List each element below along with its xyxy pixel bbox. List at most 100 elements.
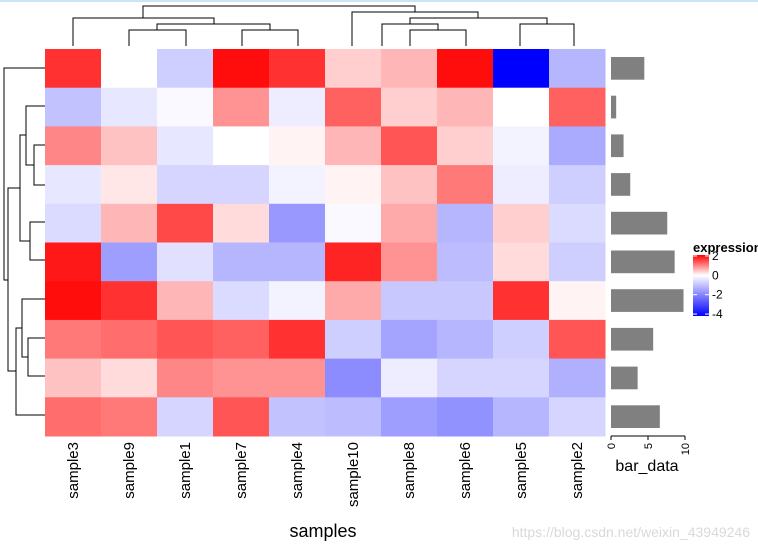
bar-axis-title: bar_data: [615, 458, 678, 475]
heatmap-cell: [325, 281, 382, 321]
column-label: sample7: [233, 442, 250, 499]
heatmap-cell: [381, 87, 438, 127]
heatmap-cell: [213, 242, 270, 282]
heatmap-cell: [325, 319, 382, 360]
legend-title: expression: [693, 240, 758, 255]
heatmap-cell: [45, 203, 102, 243]
heatmap-cell: [269, 87, 326, 127]
heatmap-cell: [549, 281, 606, 321]
column-label: sample10: [345, 442, 362, 507]
heatmap-cell: [101, 49, 158, 89]
heatmap-cell: [493, 358, 550, 398]
heatmap-cell: [101, 126, 158, 166]
heatmap-cell: [269, 49, 326, 89]
legend-tick-label: 0: [712, 268, 719, 282]
heatmap-cell: [325, 87, 382, 127]
x-axis-title: samples: [289, 521, 356, 541]
heatmap-cell: [381, 281, 438, 321]
heatmap-cell: [549, 203, 606, 243]
heatmap-cell: [381, 126, 438, 166]
watermark-text: https://blog.csdn.net/weixin_43949246: [511, 524, 750, 540]
heatmap-cell: [157, 165, 214, 205]
heatmap-cell: [437, 126, 494, 166]
heatmap-cell: [101, 319, 158, 360]
color-legend: expression 2 0 -2 -4: [693, 240, 758, 321]
heatmap-cell: [213, 203, 270, 243]
column-label: sample5: [513, 442, 530, 499]
column-label: sample6: [457, 442, 474, 499]
heatmap-cell: [493, 203, 550, 243]
heatmap-cell: [325, 203, 382, 243]
column-labels: sample3 sample9 sample1 sample7 sample4 sampl…: [65, 442, 586, 507]
column-label: sample8: [401, 442, 418, 499]
heatmap-cell: [101, 87, 158, 127]
heatmap-cell: [325, 126, 382, 166]
heatmap-cell: [437, 165, 494, 205]
heatmap-cell: [101, 242, 158, 282]
heatmap-cell: [325, 242, 382, 282]
heatmap-cell: [493, 242, 550, 282]
heatmap-cell: [549, 358, 606, 398]
heatmap-cell: [45, 49, 102, 89]
heatmap-cell: [549, 87, 606, 127]
bar: [611, 95, 617, 119]
heatmap-cell: [381, 319, 438, 360]
bar: [611, 250, 675, 274]
heatmap-cell: [437, 87, 494, 127]
heatmap-cell: [437, 203, 494, 243]
bar: [611, 289, 684, 312]
heatmap-cell: [45, 281, 102, 321]
heatmap-cell: [437, 49, 494, 89]
bar-annotation: 0 5 10 bar_data: [606, 57, 692, 475]
heatmap-cell: [101, 203, 158, 243]
heatmap-cell: [325, 397, 382, 437]
heatmap-cell: [213, 281, 270, 321]
heatmap-cell: [157, 203, 214, 243]
heatmap-cell: [213, 49, 270, 89]
heatmap-cell: [325, 358, 382, 398]
column-label: sample1: [177, 442, 194, 499]
heatmap-cell: [157, 126, 214, 166]
heatmap-cells: [45, 49, 606, 437]
heatmap-cell: [213, 319, 270, 360]
heatmap-cell: [213, 126, 270, 166]
heatmap-cell: [269, 165, 326, 205]
heatmap-cell: [381, 397, 438, 437]
heatmap-cell: [101, 397, 158, 437]
heatmap-cell: [493, 281, 550, 321]
heatmap-cell: [45, 87, 102, 127]
heatmap-cell: [549, 165, 606, 205]
heatmap-cell: [437, 281, 494, 321]
heatmap-cell: [213, 397, 270, 437]
heatmap-cell: [157, 49, 214, 89]
heatmap-cell: [157, 87, 214, 127]
heatmap-cell: [157, 281, 214, 321]
column-dendrogram: [72, 5, 575, 46]
bar-axis-tick-label: 0: [606, 443, 618, 449]
heatmap-cell: [213, 165, 270, 205]
heatmap-cell: [493, 319, 550, 360]
bar: [611, 366, 638, 390]
heatmap-cell: [269, 358, 326, 398]
bar: [611, 405, 660, 428]
column-label: sample4: [289, 442, 306, 499]
heatmap-cell: [45, 242, 102, 282]
bar: [611, 211, 668, 235]
heatmap-cell: [157, 319, 214, 360]
column-label: sample3: [65, 442, 82, 499]
heatmap-cell: [157, 242, 214, 282]
heatmap-cell: [269, 397, 326, 437]
bar: [611, 57, 645, 80]
column-label: sample2: [569, 442, 586, 499]
legend-tick-label: -4: [712, 307, 723, 321]
heatmap-cell: [437, 242, 494, 282]
heatmap-cell: [157, 358, 214, 398]
bar-axis-tick-label: 5: [643, 443, 655, 449]
heatmap-cell: [269, 242, 326, 282]
legend-tick-label: 2: [712, 249, 719, 263]
heatmap-cell: [381, 242, 438, 282]
heatmap-cell: [549, 242, 606, 282]
heatmap-cell: [101, 165, 158, 205]
heatmap-cell: [269, 319, 326, 360]
